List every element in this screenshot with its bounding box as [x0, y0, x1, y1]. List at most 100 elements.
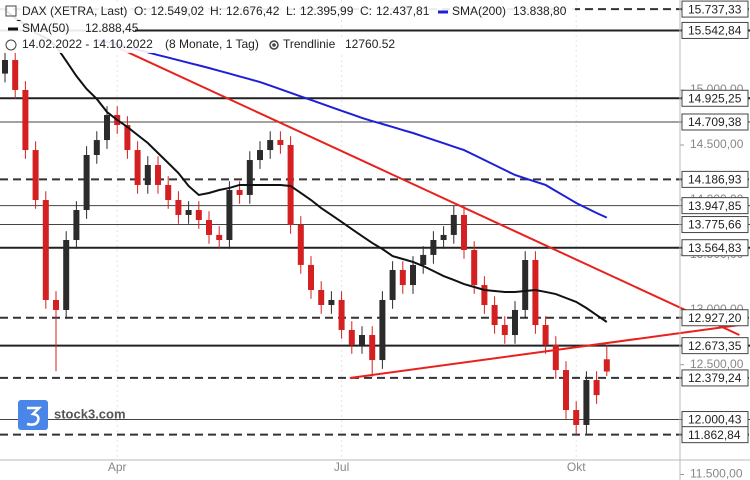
candle-body: [155, 164, 161, 185]
candle-body: [42, 200, 49, 300]
candle-body: [267, 140, 274, 151]
level-label-box: [681, 113, 749, 131]
level-label: 12.673,35: [688, 339, 742, 353]
candle-body: [185, 210, 192, 215]
candle-body: [318, 289, 325, 306]
candle-body: [134, 150, 141, 185]
level-label: 14.709,38: [688, 115, 742, 129]
header-bg: [0, 21, 135, 37]
candle-body: [236, 190, 243, 195]
candle-body: [593, 380, 600, 396]
candle-body: [583, 380, 590, 425]
candle-body: [501, 325, 508, 336]
trendline: [349, 324, 740, 379]
level-label: 12.000,43: [688, 413, 742, 427]
header-bg: [0, 37, 400, 53]
legend-value: 12.888,45: [85, 21, 139, 35]
candle-body: [430, 240, 437, 255]
level-label: 14.925,25: [688, 91, 742, 105]
candle-body: [369, 335, 376, 361]
legend-value: 13.838,80: [513, 4, 567, 18]
candle-body: [2, 59, 8, 74]
candle-body: [359, 335, 365, 346]
candle-body: [206, 220, 212, 235]
candle-body: [83, 154, 90, 211]
candle-body: [12, 59, 19, 90]
candle-body: [420, 254, 427, 265]
plot-area: [0, 8, 750, 436]
date-span: (8 Monate, 1 Tag): [165, 37, 259, 51]
candle-body: [603, 359, 610, 372]
icon: [269, 40, 279, 50]
candle-body: [63, 240, 70, 310]
quote: O: 12.549,02: [134, 4, 204, 18]
quote: L: 12.395,99: [286, 4, 354, 18]
icon: [5, 39, 17, 51]
level-label: 15.542,84: [688, 24, 742, 38]
candle-body: [461, 214, 467, 250]
candle-body: [144, 164, 151, 185]
candle-body: [552, 345, 559, 371]
candle-body: [53, 299, 59, 310]
candle-body: [216, 234, 223, 240]
legend-name: SMA(200): [452, 4, 506, 18]
candle-body: [195, 210, 202, 221]
level-label-box: [681, 170, 749, 188]
icon: [272, 43, 276, 47]
candle-body: [308, 264, 314, 290]
quote: C: 12.437,81: [360, 4, 430, 18]
trendline-name: Trendlinie: [283, 37, 336, 51]
candle-body: [246, 160, 253, 195]
legend-name: SMA(50): [22, 21, 69, 35]
header: DAX (XETRA, Last) O: 12.549,02 H: 12.676,42 L…: [0, 4, 575, 53]
grid: [116, 0, 684, 476]
y-tick-label: 12.500,00: [690, 357, 744, 371]
candle-body: [450, 214, 457, 235]
header-bg: [0, 4, 575, 20]
brand-glyph: [26, 406, 43, 426]
sma-line: [96, 38, 608, 219]
candle-body: [440, 234, 447, 240]
icon: [5, 5, 17, 17]
candle-body: [226, 190, 233, 240]
level-label-box: [681, 309, 749, 327]
candle-body: [328, 299, 335, 306]
candle-body: [93, 140, 100, 155]
instrument: DAX (XETRA, Last): [22, 4, 127, 18]
x-tick-label: Okt: [567, 460, 586, 474]
level-label: 12.379,24: [688, 371, 742, 385]
candle-body: [22, 89, 29, 151]
level-label: 12.927,20: [688, 311, 742, 325]
candle-body: [124, 124, 131, 151]
level-label-box: [681, 216, 749, 234]
candle-body: [389, 269, 396, 300]
candle-body: [471, 249, 478, 286]
quote: H: 12.676,42: [210, 4, 280, 18]
candle-body: [277, 140, 284, 145]
level-label: 11.862,84: [688, 428, 741, 442]
candle-body: [399, 269, 406, 286]
level-label: 14.186,93: [688, 173, 742, 187]
candle-body: [512, 309, 518, 336]
y-tick-label: 11.500,00: [690, 467, 743, 480]
trendline-value: 12760.52: [345, 37, 395, 51]
candle-body: [104, 115, 110, 141]
level-label: 13.947,85: [688, 199, 742, 213]
level-label: 13.775,66: [688, 218, 742, 232]
level-label-box: [681, 337, 749, 355]
level-label-box: [681, 239, 749, 257]
trendline: [109, 43, 740, 336]
level-label-box: [681, 369, 749, 387]
candle-body: [542, 325, 549, 346]
candle-body: [165, 184, 172, 201]
level-label-box: [681, 426, 749, 444]
candle-body: [338, 299, 345, 330]
sma-line: [4, 9, 608, 323]
x-tick-label: Apr: [108, 460, 127, 474]
x-tick-label: Jul: [334, 460, 349, 474]
candle-body: [573, 410, 580, 425]
level-label-box: [681, 89, 749, 107]
candle-body: [522, 259, 529, 310]
